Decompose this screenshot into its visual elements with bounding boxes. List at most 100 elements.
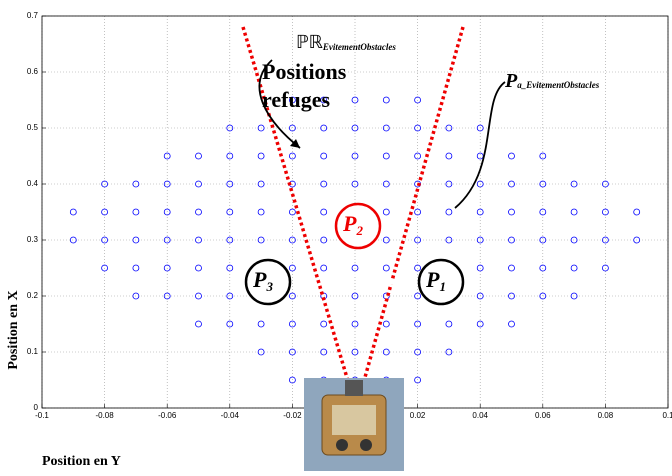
point: [476, 264, 484, 272]
point: [382, 208, 390, 216]
cone-left: [241, 26, 352, 389]
point: [257, 320, 265, 328]
point: [445, 180, 453, 188]
point: [382, 152, 390, 160]
point: [445, 236, 453, 244]
point: [69, 208, 77, 216]
y-axis-label: Position en X: [6, 290, 21, 369]
y-tick-label: 0.1: [27, 347, 39, 356]
p3-label: P3: [252, 267, 273, 294]
point: [288, 264, 296, 272]
point: [226, 208, 234, 216]
x-tick-label: -0.04: [221, 411, 240, 420]
point: [508, 152, 515, 160]
point: [476, 236, 484, 244]
point: [195, 180, 202, 188]
x-tick-label: 0.1: [662, 411, 672, 420]
point: [195, 264, 202, 272]
p1-label: P1: [425, 267, 446, 294]
pr-label: ℙℝEvitementObstacles: [296, 32, 396, 52]
point: [195, 152, 202, 160]
point: [226, 180, 234, 188]
point: [132, 208, 140, 216]
x-axis-label: Position en Y: [42, 454, 121, 469]
point: [351, 152, 359, 160]
point: [288, 96, 296, 104]
point: [288, 292, 296, 300]
point: [320, 180, 328, 188]
point: [195, 320, 202, 328]
y-tick-label: 0.3: [27, 235, 39, 244]
point: [414, 124, 422, 132]
point: [414, 376, 422, 384]
point: [257, 152, 265, 160]
point: [226, 292, 234, 300]
point: [195, 236, 202, 244]
point: [508, 236, 515, 244]
point: [508, 180, 515, 188]
point: [351, 348, 359, 356]
x-tick-label: 0.04: [472, 411, 488, 420]
point: [476, 208, 484, 216]
point: [570, 292, 578, 300]
point: [195, 292, 202, 300]
point: [539, 292, 547, 300]
point: [414, 292, 422, 300]
point: [414, 236, 422, 244]
point: [132, 180, 140, 188]
point: [508, 292, 515, 300]
y-tick-label: 0.2: [27, 291, 39, 300]
point: [226, 152, 234, 160]
point: [257, 348, 265, 356]
point: [288, 376, 296, 384]
point: [351, 180, 359, 188]
refuges-line2: refuges: [262, 87, 330, 112]
point: [101, 236, 108, 244]
point: [539, 208, 547, 216]
point: [101, 208, 108, 216]
y-tick-label: 0: [34, 403, 39, 412]
point: [602, 236, 609, 244]
y-tick-label: 0.5: [27, 123, 39, 132]
point: [351, 124, 359, 132]
point: [132, 292, 140, 300]
p2-label: P2: [342, 211, 363, 238]
point: [101, 264, 108, 272]
point: [226, 236, 234, 244]
point: [163, 208, 171, 216]
point: [382, 180, 390, 188]
point: [445, 320, 453, 328]
refuges-line1: Positions: [262, 59, 347, 84]
x-tick-label: 0.08: [598, 411, 614, 420]
arrow-pa: [454, 81, 506, 209]
point: [163, 292, 171, 300]
point: [476, 180, 484, 188]
point: [570, 208, 578, 216]
robot-image: [304, 378, 404, 471]
point: [288, 208, 296, 216]
point: [508, 264, 515, 272]
x-tick-label: 0.06: [535, 411, 551, 420]
p1-circle: [417, 258, 465, 306]
point: [288, 236, 296, 244]
point: [382, 264, 390, 272]
point: [288, 320, 296, 328]
point: [414, 208, 422, 216]
point: [570, 180, 578, 188]
pa-label: Pa_EvitementObstacles: [504, 70, 600, 92]
point: [351, 320, 359, 328]
omega-arc: [321, 274, 399, 286]
point: [320, 348, 328, 356]
point: [382, 124, 390, 132]
point: [257, 180, 265, 188]
point: [570, 264, 578, 272]
point: [476, 152, 484, 160]
x-tick-label: -0.1: [35, 411, 49, 420]
point: [351, 96, 359, 104]
point: [288, 124, 296, 132]
point: [476, 320, 484, 328]
point: [163, 180, 171, 188]
point: [382, 236, 390, 244]
point: [382, 320, 390, 328]
point: [570, 236, 578, 244]
